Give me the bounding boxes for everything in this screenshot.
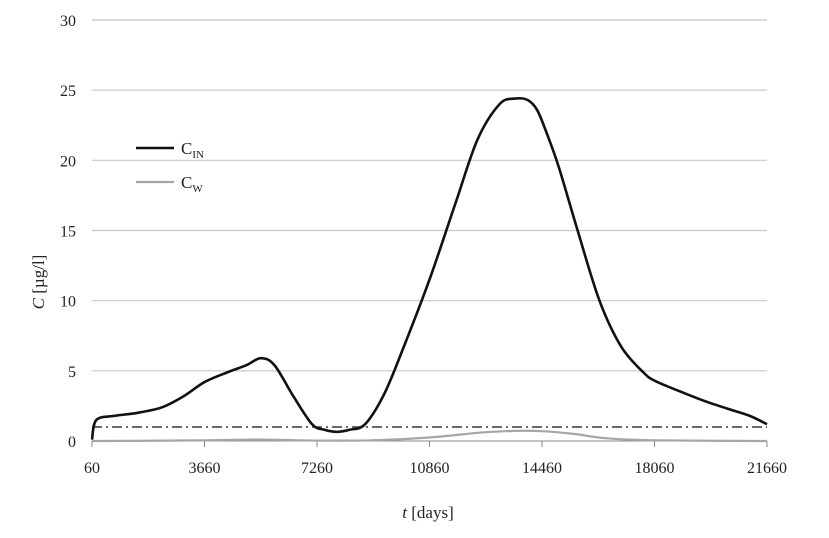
x-axis-tick-marks — [91, 441, 768, 447]
legend-label-c-in: CIN — [181, 139, 204, 161]
y-tick-label: 5 — [68, 364, 76, 381]
x-tick-label: 14460 — [522, 460, 562, 477]
chart-series — [90, 96, 768, 443]
y-axis-unit: [µg/l] — [29, 255, 48, 294]
x-axis-tick-labels: 60 3660 7260 10860 14460 18060 21660 — [84, 460, 787, 477]
y-tick-label: 10 — [60, 294, 76, 311]
y-axis-label: C [µg/l] — [29, 255, 48, 310]
y-axis-variable: C — [29, 297, 48, 309]
x-axis-label: t [days] — [402, 503, 453, 522]
x-axis-unit: [days] — [411, 503, 453, 522]
x-tick-label: 10860 — [410, 460, 450, 477]
x-tick-label: 3660 — [189, 460, 221, 477]
x-axis-variable: t — [402, 503, 408, 522]
x-tick-label: 21660 — [747, 460, 787, 477]
x-tick-label: 60 — [84, 460, 100, 477]
y-tick-label: 20 — [60, 153, 76, 170]
y-tick-label: 0 — [68, 434, 76, 451]
x-tick-label: 7260 — [301, 460, 333, 477]
series-line-c-w — [91, 429, 768, 443]
series-line-c-in — [90, 96, 768, 440]
y-tick-label: 25 — [60, 83, 76, 100]
chart-legend: CIN CW — [136, 139, 204, 195]
x-tick-label: 18060 — [635, 460, 675, 477]
y-tick-label: 30 — [60, 13, 76, 30]
y-tick-label: 15 — [60, 224, 76, 241]
chart-gridlines — [92, 19, 767, 372]
legend-label-c-w: CW — [181, 173, 203, 195]
y-axis-tick-labels: 0 5 10 15 20 25 30 — [60, 13, 76, 451]
